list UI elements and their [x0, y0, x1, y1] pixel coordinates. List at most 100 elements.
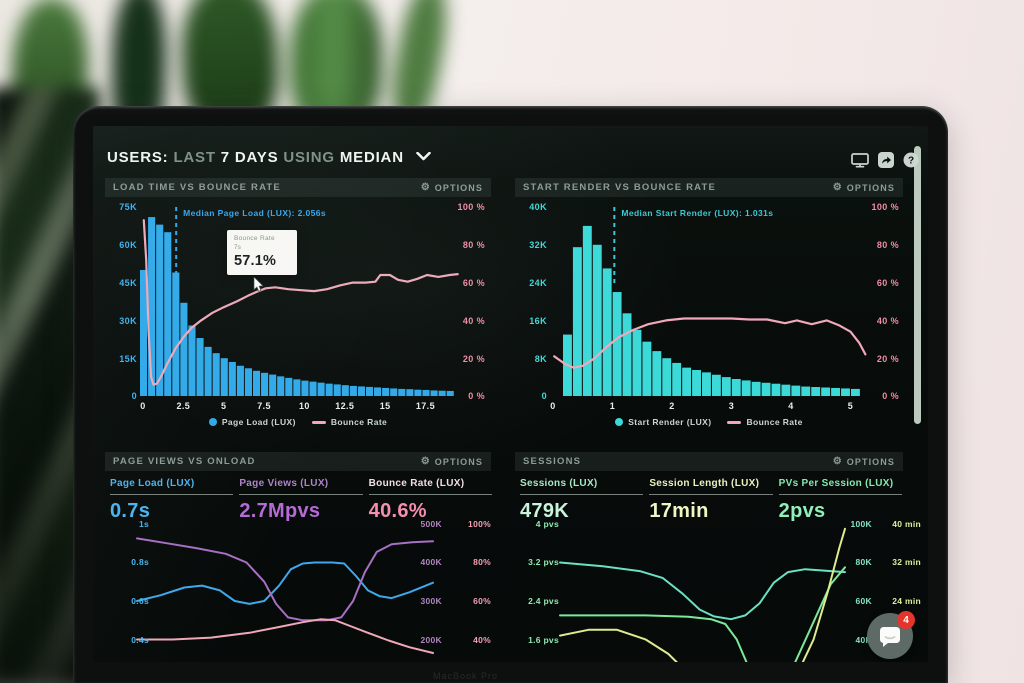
histogram-bar — [662, 358, 672, 396]
histogram-bar — [602, 268, 612, 396]
options-button[interactable]: ⚙ OPTIONS — [420, 455, 483, 467]
page-views-vs-onload-chart — [136, 537, 434, 654]
histogram-bar — [341, 385, 349, 396]
legend-dot-marker — [615, 418, 624, 426]
axis-label: 8K — [535, 354, 547, 364]
axis-label: 0 — [550, 401, 555, 411]
axis-label: 1 — [610, 401, 615, 411]
axis-label: 40K — [855, 634, 872, 645]
histogram-bar — [761, 382, 771, 396]
histogram-bar — [357, 386, 365, 396]
axis-label: 80 % — [877, 240, 899, 250]
histogram-bar — [325, 383, 333, 396]
sessions-chart — [559, 527, 846, 662]
histogram-bar — [632, 329, 642, 396]
axis-label: 0 % — [468, 391, 485, 401]
metric-column: Session Length (LUX) 17min — [649, 478, 773, 523]
axis-label: 1s — [138, 518, 149, 529]
histogram-bar — [309, 381, 317, 396]
histogram-bar — [317, 382, 325, 396]
tooltip-title: Bounce Rate — [234, 235, 275, 242]
legend-line-marker — [727, 420, 742, 424]
legend-label: Start Render (LUX) — [628, 417, 712, 427]
legend-label: Bounce Rate — [746, 417, 803, 427]
legend-item[interactable]: Bounce Rate — [311, 417, 388, 427]
axis-label: 20 % — [463, 354, 485, 364]
panel-load-time-header: LOAD TIME VS BOUNCE RATE ⚙ OPTIONS — [105, 178, 491, 197]
histogram-bar — [702, 372, 711, 396]
axis-label: 12.5 — [335, 401, 354, 411]
axis-label: 200K — [420, 634, 442, 645]
histogram-bar — [592, 244, 602, 396]
metric-label: Sessions (LUX) — [520, 478, 644, 495]
axis-label: 0 % — [882, 391, 899, 401]
legend-item[interactable]: Start Render (LUX) — [615, 417, 711, 427]
histogram-bar — [821, 387, 831, 396]
axis-label: 40% — [473, 634, 491, 645]
histogram-bar — [850, 388, 860, 396]
histogram-bar — [252, 370, 261, 396]
axis-label: 0.8s — [131, 556, 149, 567]
histogram-bar — [244, 368, 253, 396]
axis-label: 32K — [529, 240, 547, 250]
load-time-vs-bounce-rate-chart: 75K 60K 45K 30K 15K 0 100 % 80 % 60 % 40 % 20 % 0 %… — [119, 202, 485, 411]
axis-row: 1s 500K 100% — [105, 518, 491, 529]
svg-text:?: ? — [908, 156, 914, 167]
chevron-down-icon[interactable] — [415, 148, 431, 165]
histogram-bar — [398, 388, 406, 396]
axis-label: 60 % — [463, 278, 485, 288]
axis-label: 45K — [119, 278, 137, 288]
histogram-bar — [672, 362, 682, 396]
axis-label: 0.4s — [131, 634, 149, 645]
options-button[interactable]: ⚙ OPTIONS — [832, 181, 895, 193]
histogram-bar — [831, 387, 841, 396]
histogram-bar — [277, 376, 285, 396]
options-button[interactable]: ⚙ OPTIONS — [832, 455, 895, 467]
histogram-bar — [811, 387, 821, 396]
legend-line-marker — [311, 420, 326, 424]
dashboard-title-dropdown[interactable]: USERS: LAST 7 DAYS USING MEDIAN — [107, 148, 431, 166]
axis-label: 40 % — [463, 316, 485, 326]
title-median: MEDIAN — [339, 149, 404, 166]
start-render-chart-legend: Start Render (LUX) Bounce Rate — [515, 415, 903, 429]
axis-label: 60K — [855, 595, 872, 606]
trend-line — [136, 561, 434, 605]
chat-widget-button[interactable]: 4 — [867, 611, 915, 659]
chat-bubble-icon — [880, 627, 900, 647]
histogram-bar — [582, 225, 592, 396]
histogram-bar — [349, 385, 357, 396]
display-icon[interactable] — [851, 152, 869, 173]
bounce-rate-tooltip: Bounce Rate 7s 57.1% — [227, 230, 297, 275]
panel-title: SESSIONS — [523, 456, 582, 467]
histogram-bar — [374, 387, 382, 396]
histogram-bar — [711, 374, 721, 396]
legend-label: Bounce Rate — [330, 417, 388, 427]
axis-label: 500K — [420, 518, 442, 529]
metric-label: Bounce Rate (LUX) — [368, 478, 492, 495]
options-button[interactable]: ⚙ OPTIONS — [420, 181, 483, 193]
histogram-bar — [172, 272, 180, 396]
axis-label: 24K — [529, 278, 547, 288]
legend-item[interactable]: Page Load (LUX) — [208, 417, 296, 427]
metric-value: 40.6% — [368, 500, 427, 522]
histogram-bar — [365, 386, 374, 396]
histogram-bar — [180, 302, 188, 396]
load-time-chart-legend: Page Load (LUX) Bounce Rate — [105, 415, 491, 429]
vertical-scrollbar[interactable] — [914, 146, 921, 424]
axis-label: 100% — [468, 518, 491, 529]
axis-label: 100K — [850, 518, 872, 529]
legend-item[interactable]: Bounce Rate — [727, 417, 802, 427]
histogram-bar — [622, 313, 632, 396]
tooltip-x-value: 7s — [234, 244, 241, 251]
axis-label: 5 — [848, 401, 853, 411]
notification-badge: 4 — [897, 611, 915, 629]
trend-line — [559, 561, 846, 621]
trend-line — [559, 527, 846, 662]
histogram-bar — [791, 385, 801, 396]
axis-label: 60% — [473, 595, 491, 606]
axis-label: 80K — [855, 556, 872, 567]
metric-column: PVs Per Session (LUX) 2pvs — [778, 478, 902, 523]
share-icon[interactable] — [878, 152, 894, 173]
histogram-bar — [422, 389, 430, 396]
axis-label: 80 % — [463, 240, 485, 250]
